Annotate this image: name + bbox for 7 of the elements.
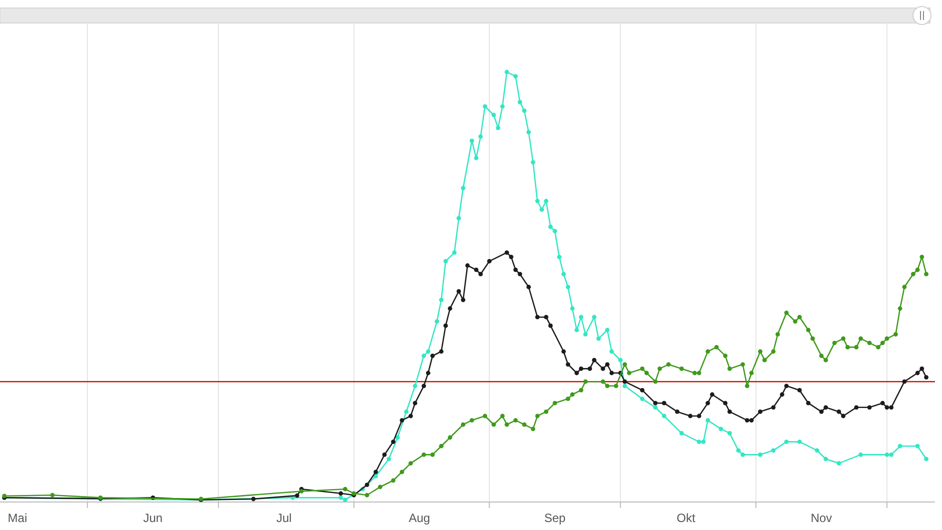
- x-tick-label: Mai: [8, 511, 28, 525]
- x-tick-label: Jul: [276, 511, 292, 525]
- x-tick-label: Jun: [143, 511, 163, 525]
- x-tick-label: Okt: [676, 511, 696, 525]
- x-tick-label: Sep: [544, 511, 566, 525]
- x-tick-label: Nov: [810, 511, 832, 525]
- x-tick-label: Aug: [408, 511, 430, 525]
